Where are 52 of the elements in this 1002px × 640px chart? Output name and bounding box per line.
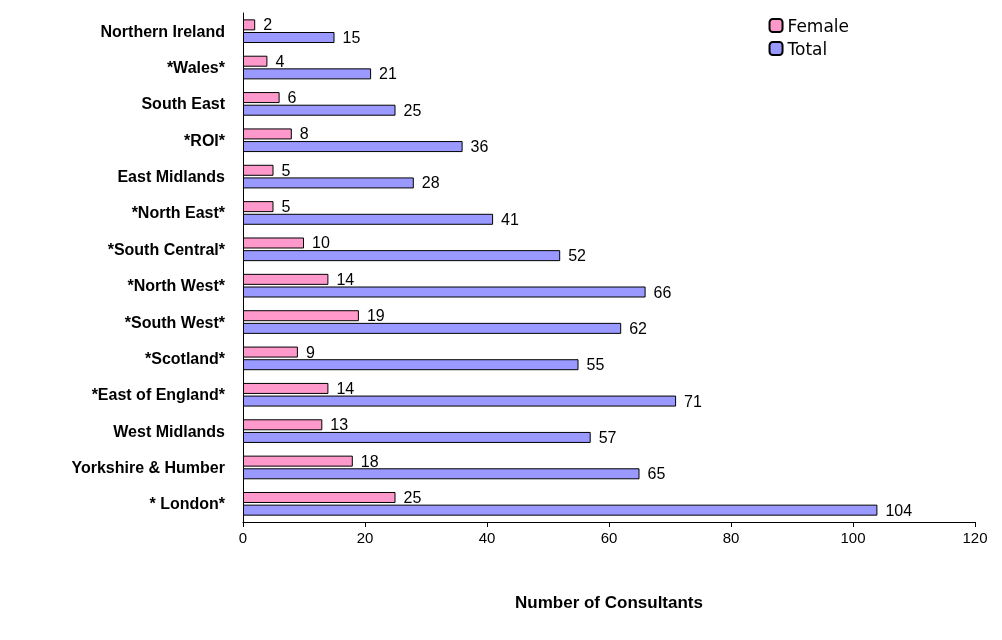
data-label: 4 xyxy=(275,52,285,70)
data-label: 41 xyxy=(501,210,519,228)
data-label: 28 xyxy=(421,174,440,192)
x-tick-label: 40 xyxy=(478,529,496,546)
data-label: 62 xyxy=(629,319,648,337)
data-label: 5 xyxy=(281,161,291,179)
data-label: 104 xyxy=(885,501,913,519)
data-label: 66 xyxy=(653,283,672,301)
data-label: 18 xyxy=(360,452,379,470)
x-tick-label: 0 xyxy=(238,529,248,546)
y-tick-label: *Wales* xyxy=(166,59,226,77)
data-label: 25 xyxy=(403,489,422,506)
data-label: 57 xyxy=(598,428,617,446)
y-tick-label: Northern Ireland xyxy=(100,22,225,40)
y-tick-label: *East of England* xyxy=(91,386,226,404)
x-tick-label: 80 xyxy=(722,529,740,546)
data-label: 55 xyxy=(586,356,605,374)
data-label: 2 xyxy=(263,16,273,34)
y-tick-label: *North East* xyxy=(131,204,226,222)
x-tick-label: 100 xyxy=(840,529,866,546)
y-tick-label: *South Central* xyxy=(107,240,226,258)
y-tick-label: East Midlands xyxy=(117,168,226,186)
x-axis-title: Number of Consultants xyxy=(515,593,703,612)
legend-label: Female xyxy=(787,15,849,36)
data-label: 15 xyxy=(342,29,361,46)
y-tick-label: South East xyxy=(141,95,226,113)
data-label: 71 xyxy=(684,392,702,410)
x-tick-label: 20 xyxy=(356,529,374,546)
y-tick-label: *North West* xyxy=(127,277,226,295)
data-label: 8 xyxy=(299,125,309,143)
legend-label: Total xyxy=(786,38,828,59)
y-tick-label: West Midlands xyxy=(113,422,226,440)
data-label: 9 xyxy=(305,343,315,361)
y-tick-label: *South West* xyxy=(124,313,226,331)
data-label: 65 xyxy=(647,465,666,483)
data-label: 25 xyxy=(403,101,422,119)
data-label: 13 xyxy=(330,416,349,434)
data-label: 5 xyxy=(281,198,291,216)
y-tick-label: * London* xyxy=(149,495,226,513)
x-tick-label: 60 xyxy=(600,529,618,546)
data-label: 36 xyxy=(470,138,489,156)
x-tick-label: 120 xyxy=(962,529,988,546)
data-label: 10 xyxy=(312,234,330,252)
data-label: 6 xyxy=(287,89,297,107)
data-label: 14 xyxy=(336,270,355,288)
data-label: 14 xyxy=(336,379,355,397)
y-tick-label: Yorkshire & Humber xyxy=(71,458,225,476)
data-label: 21 xyxy=(379,65,397,83)
data-label: 19 xyxy=(366,307,385,325)
y-tick-label: *ROI* xyxy=(184,131,226,149)
y-tick-label: *Scotland* xyxy=(144,349,226,367)
data-label: 52 xyxy=(568,247,587,265)
